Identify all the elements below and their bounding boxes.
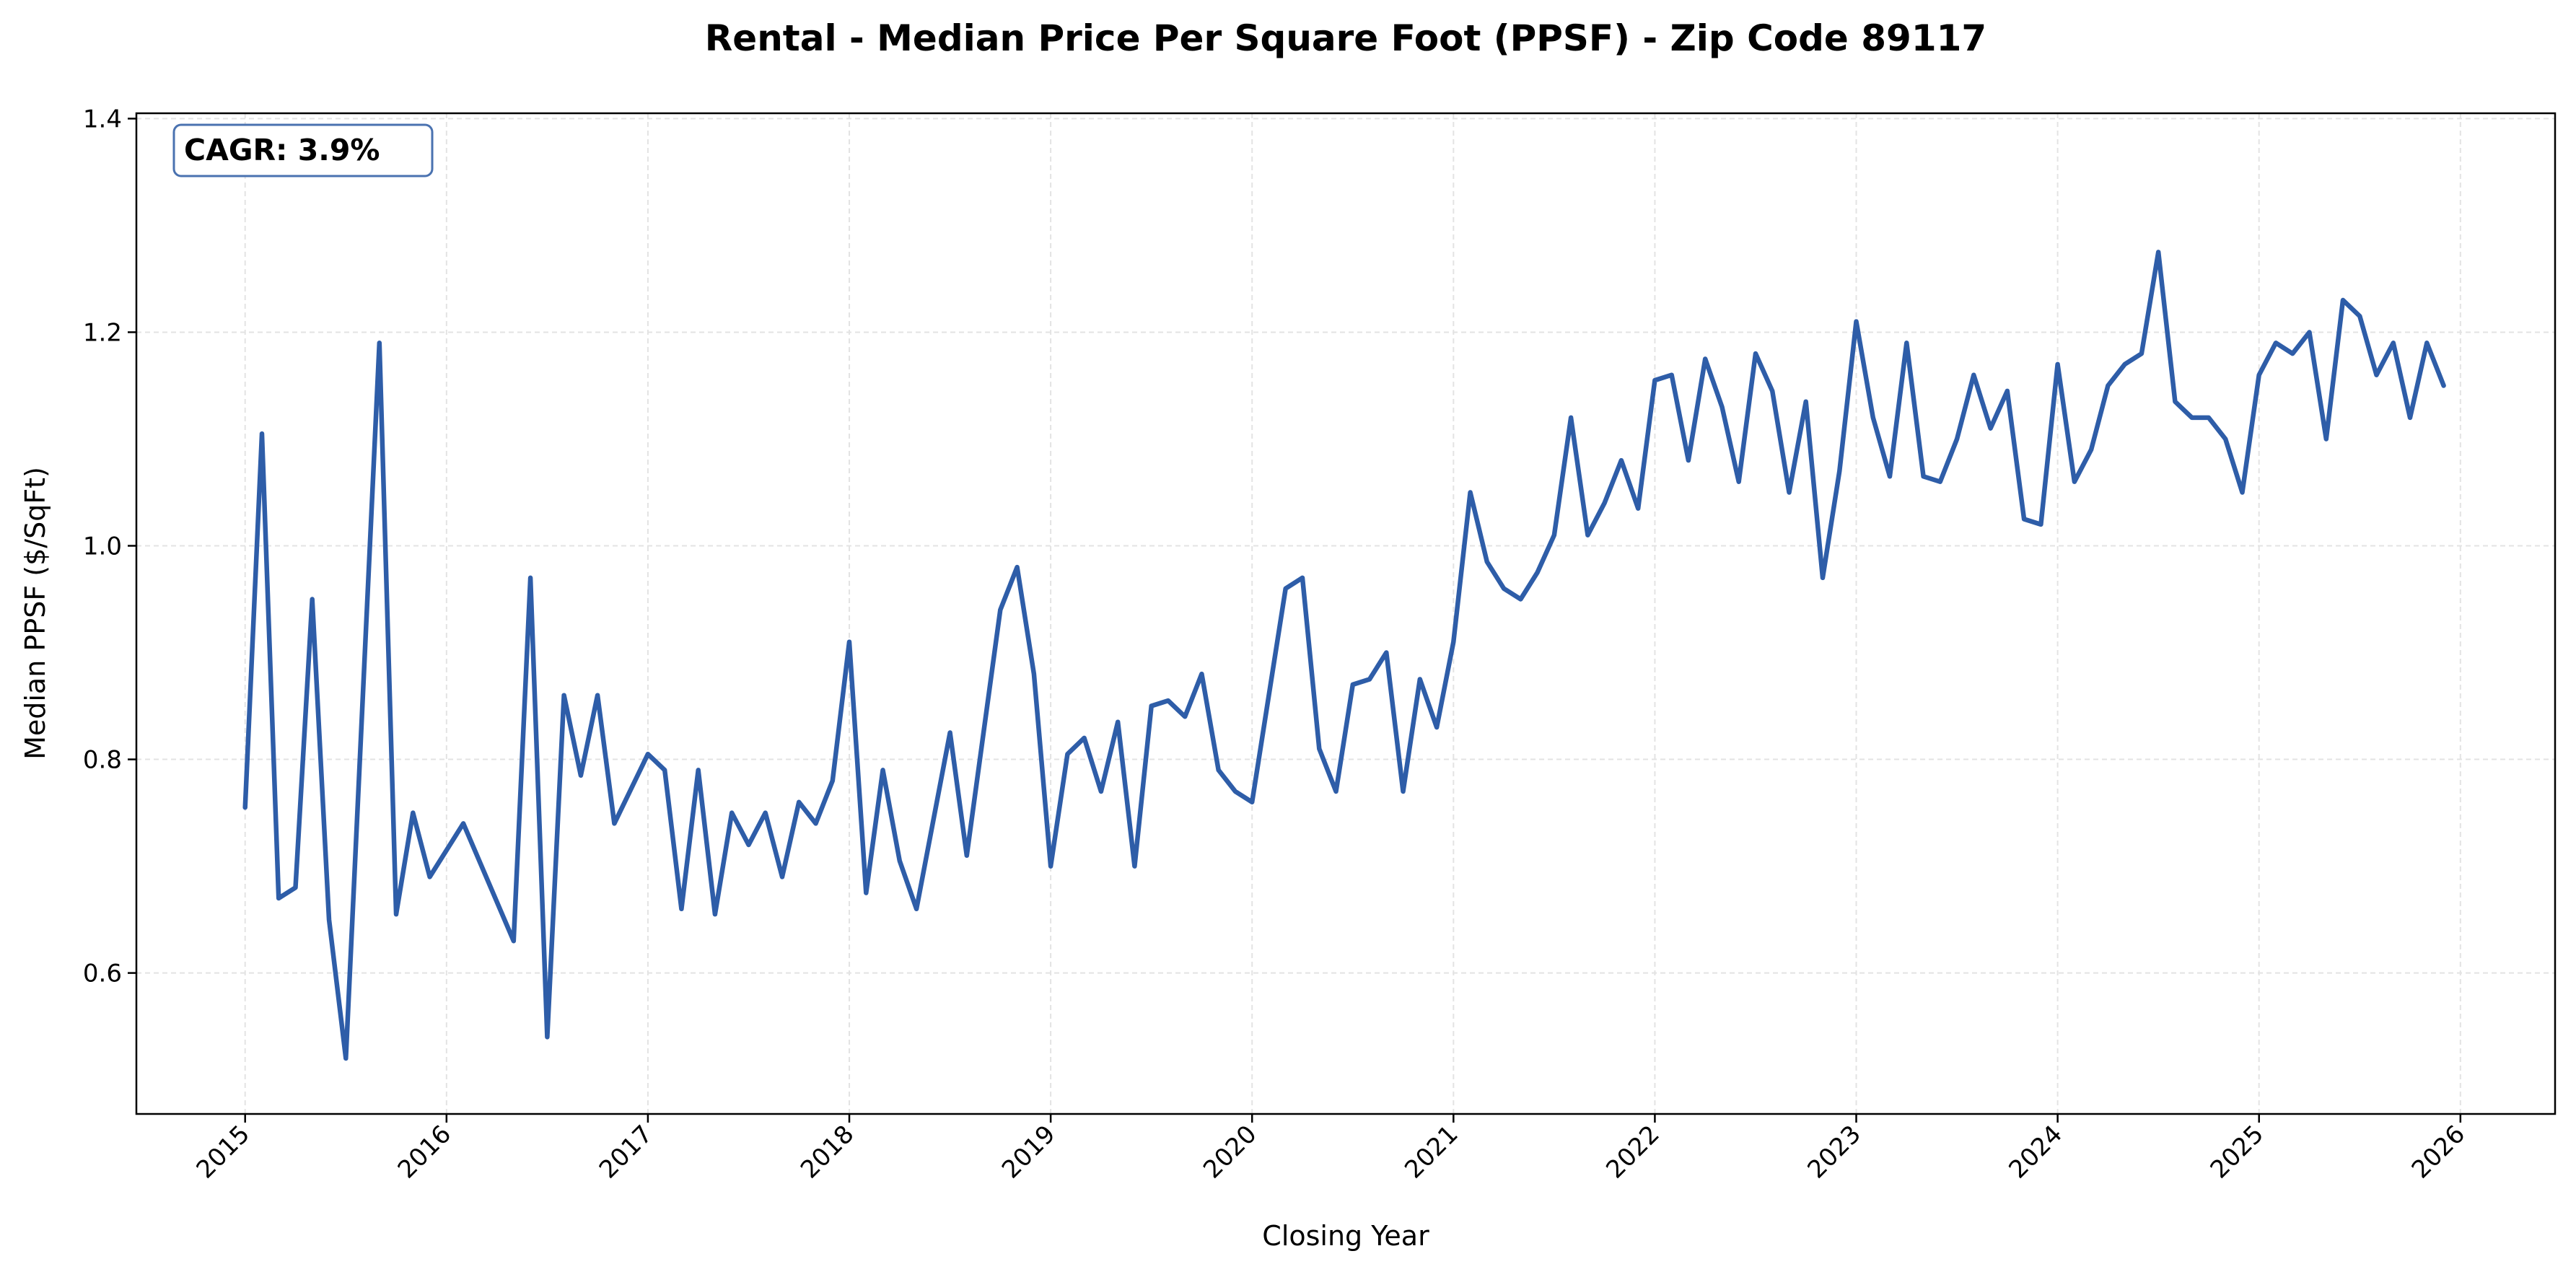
cagr-label: CAGR: 3.9% [184, 133, 380, 167]
x-axis: 2015 2016 2017 2018 2019 2020 2021 2022 2023 2024… [191, 1114, 2471, 1185]
x-tick-label: 2025 [2205, 1120, 2269, 1184]
x-tick-label: 2019 [996, 1120, 1061, 1184]
y-axis-label: Median PPSF ($/SqFt) [19, 467, 51, 760]
y-tick-label: 0.6 [83, 960, 122, 988]
y-tick-label: 0.8 [83, 746, 122, 775]
plot-frame [135, 112, 2557, 1115]
chart-title: Rental - Median Price Per Square Foot (P… [705, 17, 1986, 59]
y-tick-label: 1.2 [83, 318, 122, 347]
x-tick-label: 2016 [393, 1120, 457, 1184]
x-tick-label: 2022 [1600, 1120, 1665, 1184]
x-tick-label: 2024 [2004, 1120, 2068, 1184]
y-axis: 0.6 0.8 1.0 1.2 1.4 [83, 105, 136, 988]
x-tick-label: 2023 [1802, 1120, 1866, 1184]
x-axis-label: Closing Year [1262, 1220, 1429, 1252]
data-points [245, 252, 2444, 1059]
x-tick-label: 2018 [795, 1120, 859, 1184]
x-tick-label: 2017 [594, 1120, 658, 1184]
cagr-box [172, 123, 434, 177]
y-tick-label: 1.4 [83, 105, 122, 133]
x-tick-label: 2026 [2406, 1120, 2471, 1184]
series-line-median-ppsf [242, 250, 2446, 1061]
x-tick-label: 2015 [191, 1120, 255, 1184]
cagr-annotation: CAGR: 3.9% [172, 123, 434, 177]
y-tick-label: 1.0 [83, 532, 122, 561]
x-tick-label: 2020 [1198, 1120, 1262, 1184]
grid [136, 113, 2555, 1114]
x-tick-label: 2021 [1399, 1120, 1463, 1184]
